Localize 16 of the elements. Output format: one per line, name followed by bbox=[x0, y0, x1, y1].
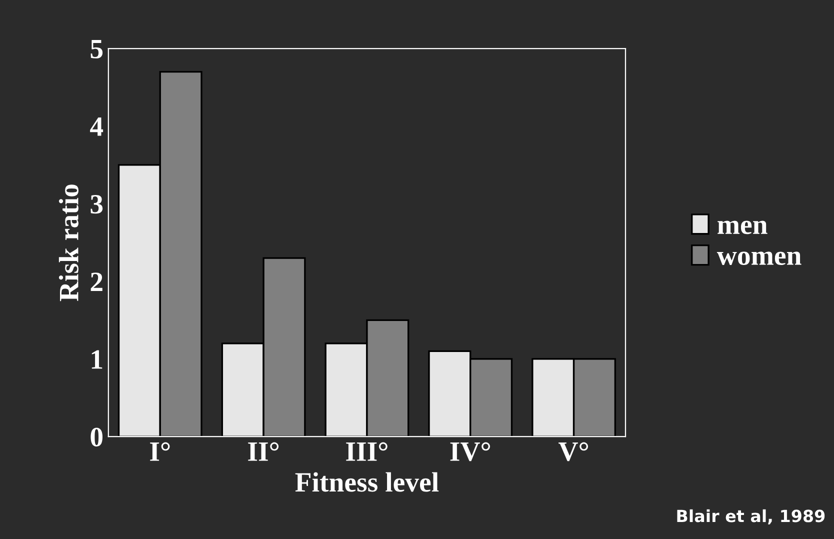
legend-label: women bbox=[716, 252, 802, 266]
y-tick-label: 0 bbox=[90, 428, 102, 446]
x-tick-label: IV° bbox=[450, 442, 490, 462]
y-tick-label: 3 bbox=[90, 194, 103, 214]
legend-label: men bbox=[718, 220, 768, 234]
text: Blair et al, 1989 bbox=[677, 509, 825, 524]
x-tick-label: II° bbox=[248, 442, 279, 461]
x-tick-label: III° bbox=[346, 442, 388, 461]
x-axis-title: Fitness level bbox=[295, 472, 439, 492]
y-tick-label: 5 bbox=[90, 40, 103, 58]
y-tick-label: 4 bbox=[90, 117, 104, 136]
x-tick-label: I° bbox=[150, 442, 170, 461]
x-tick-label: V° bbox=[558, 442, 588, 462]
y-tick-label: 1 bbox=[92, 350, 102, 369]
y-axis-title: Risk ratio bbox=[58, 184, 78, 302]
y-tick-label: 2 bbox=[90, 272, 102, 291]
